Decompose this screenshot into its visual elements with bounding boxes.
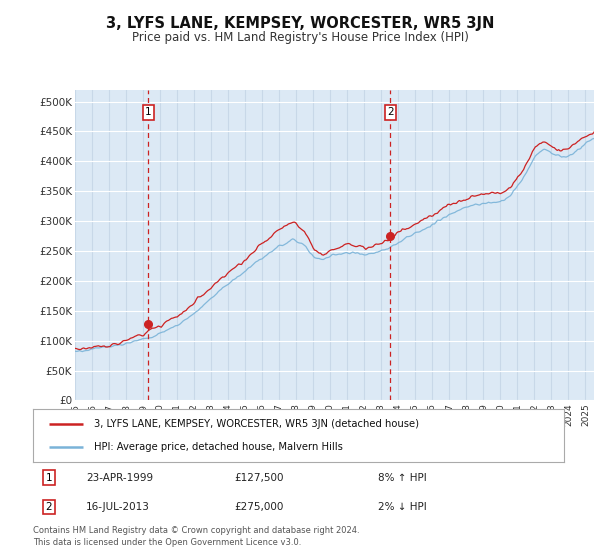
Text: 2: 2 [387,108,394,117]
Text: Contains HM Land Registry data © Crown copyright and database right 2024.
This d: Contains HM Land Registry data © Crown c… [33,526,359,547]
Text: 23-APR-1999: 23-APR-1999 [86,473,153,483]
Text: 8% ↑ HPI: 8% ↑ HPI [378,473,427,483]
Text: £275,000: £275,000 [235,502,284,512]
Text: 16-JUL-2013: 16-JUL-2013 [86,502,150,512]
Text: Price paid vs. HM Land Registry's House Price Index (HPI): Price paid vs. HM Land Registry's House … [131,31,469,44]
Text: 2% ↓ HPI: 2% ↓ HPI [378,502,427,512]
Text: 2: 2 [46,502,52,512]
Text: 3, LYFS LANE, KEMPSEY, WORCESTER, WR5 3JN (detached house): 3, LYFS LANE, KEMPSEY, WORCESTER, WR5 3J… [94,419,419,429]
Text: 3, LYFS LANE, KEMPSEY, WORCESTER, WR5 3JN: 3, LYFS LANE, KEMPSEY, WORCESTER, WR5 3J… [106,16,494,31]
Text: HPI: Average price, detached house, Malvern Hills: HPI: Average price, detached house, Malv… [94,442,343,452]
Text: 1: 1 [145,108,151,117]
Text: 1: 1 [46,473,52,483]
Text: £127,500: £127,500 [235,473,284,483]
